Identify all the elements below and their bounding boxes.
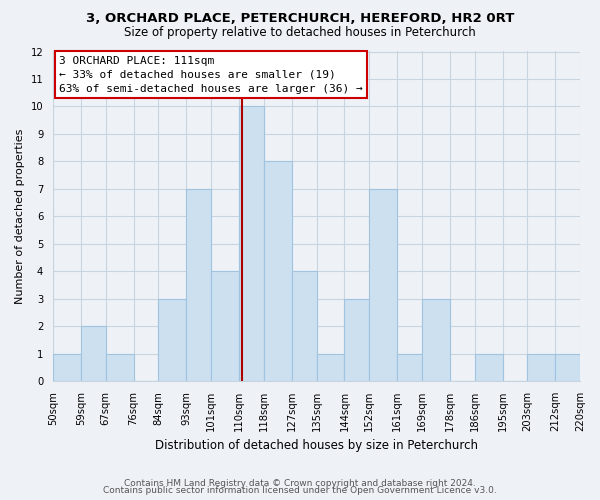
Text: 3 ORCHARD PLACE: 111sqm
← 33% of detached houses are smaller (19)
63% of semi-de: 3 ORCHARD PLACE: 111sqm ← 33% of detache… xyxy=(59,56,363,94)
Bar xyxy=(344,298,369,381)
Bar xyxy=(53,354,81,381)
Bar xyxy=(475,354,503,381)
Bar xyxy=(239,106,264,381)
Bar xyxy=(397,354,422,381)
Bar xyxy=(369,189,397,381)
Bar xyxy=(264,162,292,381)
Bar xyxy=(527,354,555,381)
X-axis label: Distribution of detached houses by size in Peterchurch: Distribution of detached houses by size … xyxy=(155,440,478,452)
Text: 3, ORCHARD PLACE, PETERCHURCH, HEREFORD, HR2 0RT: 3, ORCHARD PLACE, PETERCHURCH, HEREFORD,… xyxy=(86,12,514,26)
Bar xyxy=(81,326,106,381)
Bar xyxy=(211,271,239,381)
Bar xyxy=(422,298,450,381)
Bar xyxy=(158,298,187,381)
Text: Contains public sector information licensed under the Open Government Licence v3: Contains public sector information licen… xyxy=(103,486,497,495)
Text: Size of property relative to detached houses in Peterchurch: Size of property relative to detached ho… xyxy=(124,26,476,39)
Bar xyxy=(187,189,211,381)
Text: Contains HM Land Registry data © Crown copyright and database right 2024.: Contains HM Land Registry data © Crown c… xyxy=(124,478,476,488)
Bar xyxy=(106,354,134,381)
Bar xyxy=(555,354,580,381)
Bar xyxy=(317,354,344,381)
Bar xyxy=(292,271,317,381)
Y-axis label: Number of detached properties: Number of detached properties xyxy=(15,128,25,304)
